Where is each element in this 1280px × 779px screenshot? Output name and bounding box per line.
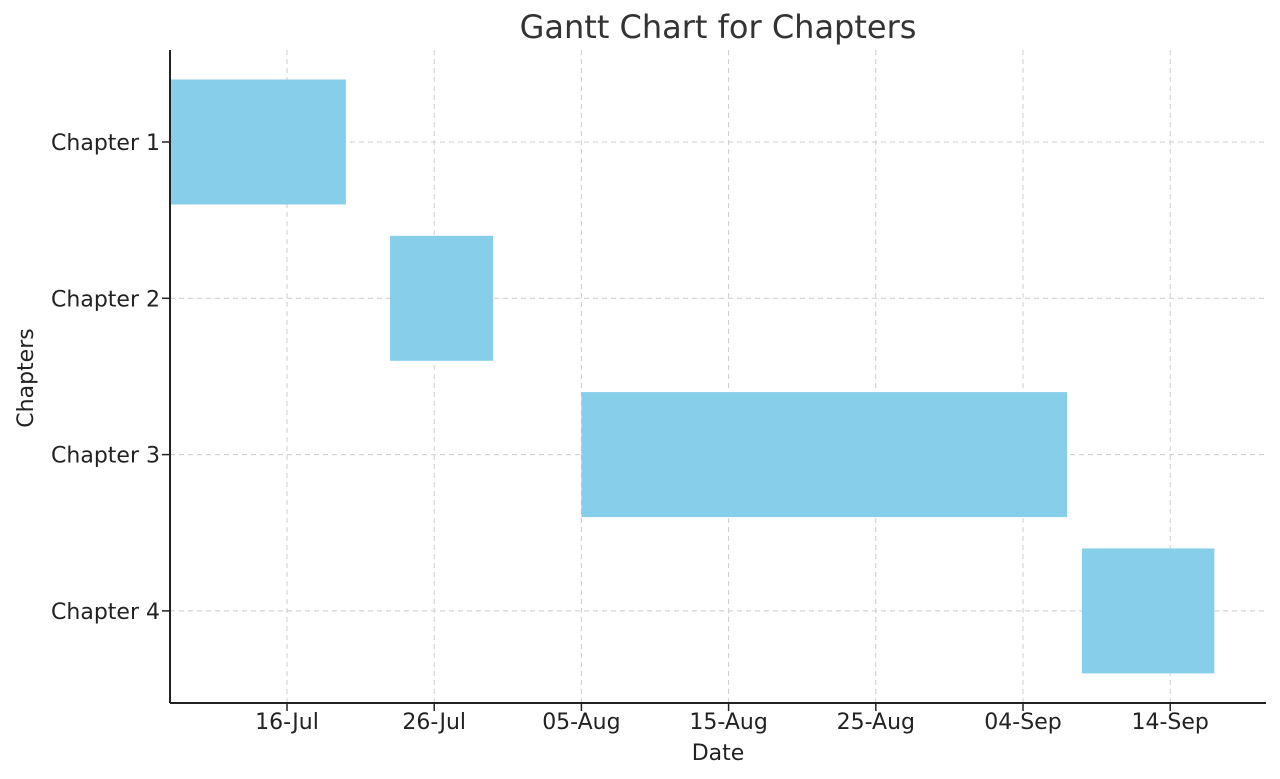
- task-bar-3: [581, 392, 1068, 518]
- task-bar-4: [1081, 548, 1215, 674]
- x-tick-label: 25-Aug: [837, 710, 915, 735]
- y-tick-label: Chapter 3: [51, 444, 160, 469]
- y-tick-label: Chapter 1: [51, 131, 160, 156]
- x-tick-label: 05-Aug: [542, 710, 620, 735]
- x-axis-label: Date: [692, 741, 745, 766]
- y-tick-label: Chapter 4: [51, 600, 160, 625]
- y-tick-labels: Chapter 1 Chapter 2 Chapter 3 Chapter 4: [51, 131, 160, 625]
- task-bar-1: [170, 79, 346, 205]
- x-tick-label: 14-Sep: [1131, 710, 1208, 735]
- task-bar-2: [390, 235, 494, 361]
- grid-lines: [170, 50, 1266, 703]
- x-tick-label: 15-Aug: [689, 710, 767, 735]
- x-tick-labels: 16-Jul 26-Jul 05-Aug 15-Aug 25-Aug 04-Sep 14-S…: [255, 710, 1209, 735]
- chart-title: Gantt Chart for Chapters: [520, 8, 917, 46]
- task-bars: [170, 79, 1215, 674]
- axes: [162, 50, 1266, 711]
- y-axis-label: Chapters: [14, 328, 39, 427]
- x-tick-label: 16-Jul: [255, 710, 319, 735]
- x-tick-label: 04-Sep: [984, 710, 1061, 735]
- y-tick-label: Chapter 2: [51, 287, 160, 312]
- x-tick-label: 26-Jul: [402, 710, 466, 735]
